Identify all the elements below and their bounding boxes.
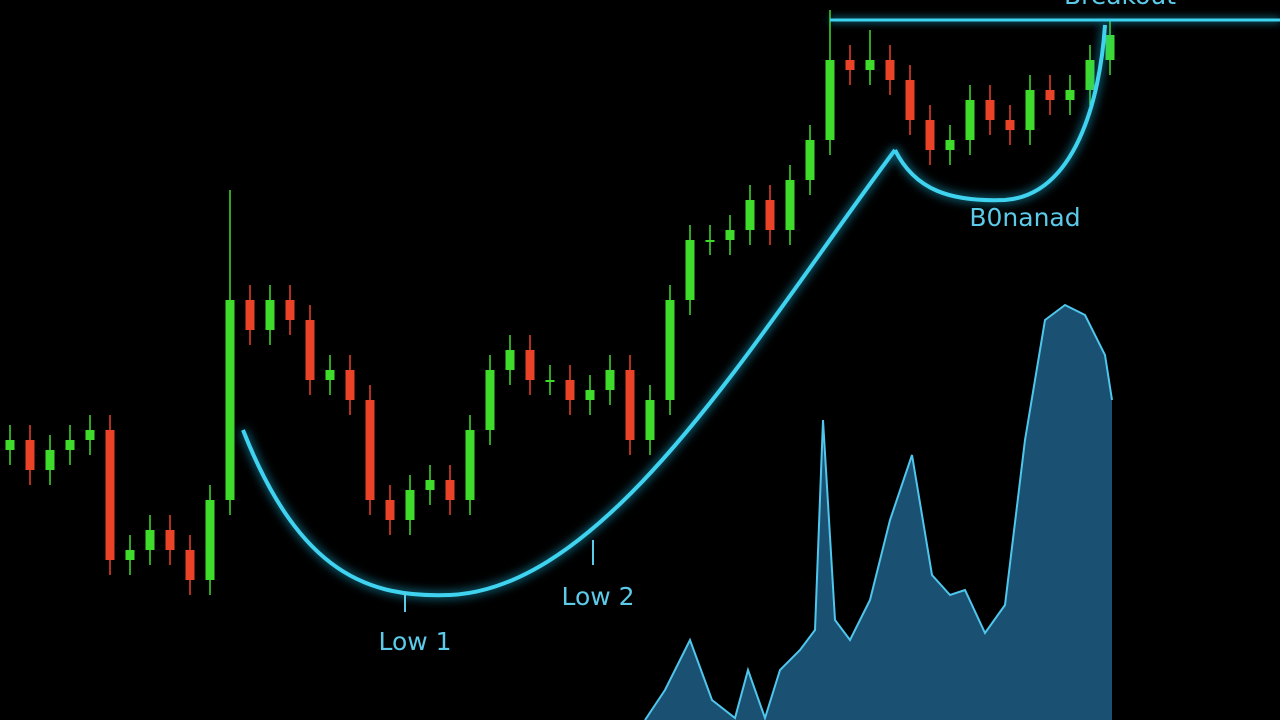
candle-body [785, 180, 795, 230]
candle-body [1065, 90, 1075, 100]
candle-body [985, 100, 995, 120]
candle-body [125, 550, 135, 560]
candle-body [585, 390, 595, 400]
candle-body [1025, 90, 1035, 130]
candle-body [505, 350, 515, 370]
candle-body [185, 550, 195, 580]
annotation-layer: Breakout B0nanad Low 1 Low 2 [378, 0, 1176, 656]
candle-body [325, 370, 335, 380]
handle-curve [893, 24, 1107, 203]
handle-label: B0nanad [969, 203, 1080, 232]
candle-body [145, 530, 155, 550]
candle-body [445, 480, 455, 500]
candle-body [205, 500, 215, 580]
candle-body [545, 380, 555, 382]
candle-body [245, 300, 255, 330]
candle-body [885, 60, 895, 80]
candle-body [645, 400, 655, 440]
candle-body [1105, 35, 1115, 60]
candle-body [965, 100, 975, 140]
candle-body [525, 350, 535, 380]
candle-body [105, 430, 115, 560]
candle-body [565, 380, 575, 400]
candle-body [925, 120, 935, 150]
volume-line [644, 303, 1113, 720]
candle-body [805, 140, 815, 180]
candle-body [685, 240, 695, 300]
candle-body [765, 200, 775, 230]
candle-body [865, 60, 875, 70]
candle-body [605, 370, 615, 390]
candle-body [65, 440, 75, 450]
candle-body [385, 500, 395, 520]
candle-body [465, 430, 475, 500]
candle-body [945, 140, 955, 150]
candle-body [485, 370, 495, 430]
candle-body [305, 320, 315, 380]
candle-body [225, 300, 235, 500]
candle-body [665, 300, 675, 400]
candle-body [85, 430, 95, 440]
candle-body [265, 300, 275, 330]
candle-body [165, 530, 175, 550]
candle-layer [5, 10, 1280, 595]
cup-curve [241, 148, 897, 598]
breakout-label: Breakout [1064, 0, 1176, 10]
candle-body [625, 370, 635, 440]
candle-body [905, 80, 915, 120]
candle-body [1045, 90, 1055, 100]
candle-body [1085, 60, 1095, 90]
candle-body [845, 60, 855, 70]
candle-body [745, 200, 755, 230]
candle-body [345, 370, 355, 400]
low-label: Low 1 [378, 627, 451, 656]
low-label: Low 2 [561, 582, 634, 611]
candle-body [25, 440, 35, 470]
candle-body [365, 400, 375, 500]
candle-body [425, 480, 435, 490]
candle-body [285, 300, 295, 320]
candle-body [725, 230, 735, 240]
candle-body [705, 240, 715, 242]
candle-body [825, 60, 835, 140]
volume-area [645, 305, 1112, 720]
candle-body [1005, 120, 1015, 130]
candle-body [45, 450, 55, 470]
candle-body [405, 490, 415, 520]
volume-layer [644, 303, 1113, 720]
candle-body [5, 440, 15, 450]
